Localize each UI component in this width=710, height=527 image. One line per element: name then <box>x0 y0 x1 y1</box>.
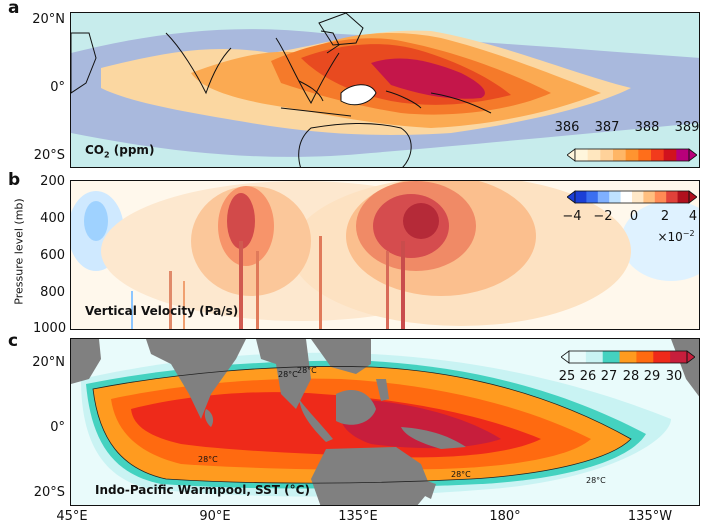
panel-b-y-axis-title: Pressure level (mb) <box>12 198 26 305</box>
panel-c-cbar-tick-25: 25 <box>558 369 576 384</box>
panel-c-sst-map: 28°C 28°C 28°C 28°C 28°C Indo-Pacific Wa… <box>70 338 700 506</box>
panel-c-colorbar-low-arrow <box>561 350 570 364</box>
panel-a-colorbar-swatch <box>600 149 614 161</box>
panel-a-label: CO2 (ppm) <box>85 143 155 160</box>
panel-b-colorbar-swatch <box>575 191 587 203</box>
lon-tick-180: 180° <box>489 509 521 524</box>
lon-tick-45e: 45°E <box>56 509 88 524</box>
panel-c-isotherm-label-2: 28°C <box>297 366 317 375</box>
panel-b-colorbar-swatch <box>666 191 679 203</box>
panel-a-cbar-tick-387: 387 <box>594 120 620 135</box>
panel-c-isotherm-label-3: 28°C <box>198 455 218 464</box>
panel-b-vertical-velocity-plot: Vertical Velocity (Pa/s) −4 −2 0 2 4 ×10… <box>70 180 700 330</box>
panel-b-colorbar <box>567 190 697 204</box>
panel-b-cbar-exponent: ×10−2 <box>657 229 695 244</box>
panel-c-cbar-tick-28: 28 <box>622 369 640 384</box>
panel-c-lat-20s: 20°S <box>33 485 65 500</box>
panel-b-colorbar-swatch <box>620 191 633 203</box>
panel-c-colorbar-swatch <box>653 351 671 363</box>
panel-a-colorbar-low-arrow <box>567 148 576 162</box>
panel-b-letter: b <box>8 170 21 190</box>
panel-c-colorbar-swatch <box>619 351 637 363</box>
panel-a-cbar-tick-389: 389 <box>674 120 700 135</box>
panel-a-colorbar-swatch <box>587 149 601 161</box>
panel-b-colorbar-low-arrow <box>567 190 576 204</box>
panel-b-p-1000: 1000 <box>33 321 67 336</box>
panel-b-plot-svg <box>71 181 699 329</box>
panel-a-cbar-tick-388: 388 <box>634 120 660 135</box>
panel-a-colorbar-swatch <box>575 149 589 161</box>
panel-b-cbar-tick-neg4: −4 <box>562 209 582 224</box>
panel-b-colorbar-swatch <box>654 191 667 203</box>
panel-a-colorbar-high-arrow <box>688 148 697 162</box>
panel-c-lat-20n: 20°N <box>32 355 65 370</box>
panel-c-isotherm-label-5: 28°C <box>586 476 606 485</box>
panel-b-colorbar-swatch <box>643 191 656 203</box>
panel-b-colorbar-swatch <box>632 191 644 203</box>
panel-a-letter: a <box>8 0 20 18</box>
panel-c-map-svg <box>71 339 699 505</box>
panel-a-cbar-tick-386: 386 <box>554 120 580 135</box>
lon-tick-90e: 90°E <box>199 509 231 524</box>
panel-b-p-800: 800 <box>40 285 65 300</box>
panel-a-colorbar-swatch <box>638 149 652 161</box>
panel-b-colorbar-swatch <box>677 191 690 203</box>
panel-a-colorbar-swatch <box>651 149 665 161</box>
panel-b-cbar-tick-4: 4 <box>688 209 698 224</box>
panel-a-lat-0: 0° <box>50 80 65 95</box>
panel-c-colorbar-swatch <box>602 351 621 363</box>
panel-c-cbar-tick-27: 27 <box>600 369 618 384</box>
panel-a-colorbar-swatch <box>676 149 690 161</box>
panel-c-letter: c <box>8 331 19 351</box>
panel-c-colorbar-swatch <box>569 351 587 363</box>
panel-c-cbar-tick-26: 26 <box>579 369 597 384</box>
panel-c-colorbar-swatch <box>636 351 654 363</box>
panel-c-isotherm-label-1: 28°C <box>278 370 298 379</box>
panel-c-label: Indo-Pacific Warmpool, SST (°C) <box>95 483 310 497</box>
panel-b-colorbar-swatch <box>609 191 622 203</box>
panel-a-co2-map: CO2 (ppm) 386 387 388 389 <box>70 12 700 168</box>
panel-a-colorbar-border <box>574 148 690 162</box>
panel-c-cbar-tick-29: 29 <box>643 369 661 384</box>
panel-b-colorbar-swatch <box>597 191 610 203</box>
panel-b-p-600: 600 <box>40 248 65 263</box>
panel-c-cbar-tick-30: 30 <box>665 369 683 384</box>
panel-c-colorbar-swatch <box>670 351 688 363</box>
panel-b-cbar-tick-2: 2 <box>660 209 670 224</box>
panel-a-lat-20n: 20°N <box>32 12 65 27</box>
panel-a-colorbar-swatch <box>663 149 677 161</box>
panel-b-colorbar-border <box>574 190 690 204</box>
panel-a-colorbar <box>567 148 697 162</box>
panel-b-p-200: 200 <box>40 174 65 189</box>
panel-a-colorbar-swatch <box>625 149 639 161</box>
panel-c-colorbar-high-arrow <box>686 350 695 364</box>
panel-c-colorbar-border <box>568 350 688 364</box>
lon-tick-135e: 135°E <box>338 509 378 524</box>
panel-b-colorbar-high-arrow <box>688 190 697 204</box>
panel-b-cbar-tick-0: 0 <box>629 209 639 224</box>
panel-a-map-svg <box>71 13 699 167</box>
lon-tick-135w: 135°W <box>627 509 673 524</box>
panel-a-lat-20s: 20°S <box>33 148 65 163</box>
panel-c-colorbar-swatch <box>585 351 604 363</box>
panel-b-p-400: 400 <box>40 211 65 226</box>
panel-b-label: Vertical Velocity (Pa/s) <box>85 304 239 318</box>
panel-b-cbar-tick-neg2: −2 <box>593 209 613 224</box>
panel-c-colorbar <box>561 350 695 364</box>
panel-c-isotherm-label-4: 28°C <box>451 470 471 479</box>
panel-b-colorbar-swatch <box>586 191 599 203</box>
panel-a-colorbar-swatch <box>613 149 627 161</box>
panel-c-lat-0: 0° <box>50 420 65 435</box>
